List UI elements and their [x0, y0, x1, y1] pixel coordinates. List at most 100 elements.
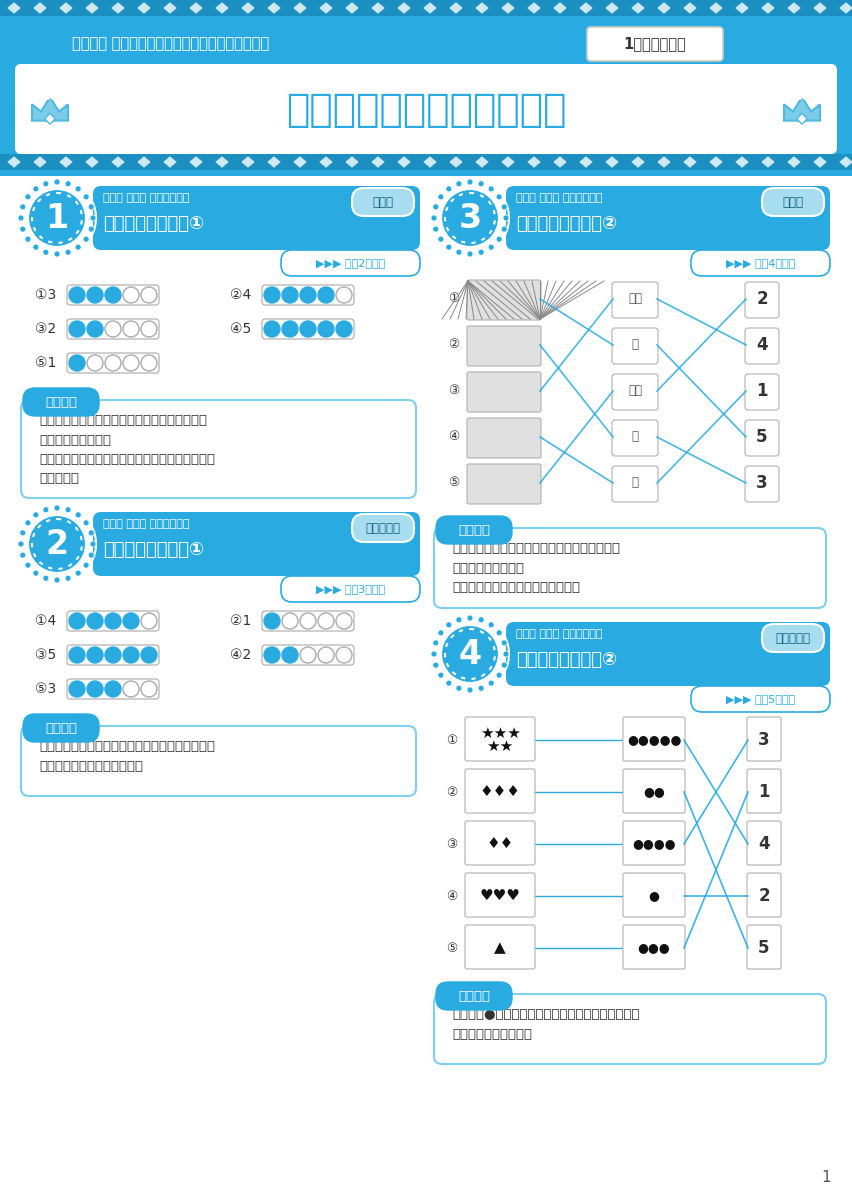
- FancyBboxPatch shape: [465, 769, 535, 814]
- FancyBboxPatch shape: [612, 466, 658, 502]
- FancyBboxPatch shape: [281, 576, 420, 602]
- Polygon shape: [7, 156, 21, 168]
- Polygon shape: [423, 2, 437, 14]
- Circle shape: [83, 194, 89, 200]
- Circle shape: [467, 614, 473, 622]
- Text: 小学算数 数・量・図形問題の正しい解き方ドリル: 小学算数 数・量・図形問題の正しい解き方ドリル: [72, 36, 269, 52]
- Text: ①4: ①4: [35, 614, 56, 628]
- FancyBboxPatch shape: [747, 874, 781, 917]
- Text: 4: 4: [757, 336, 768, 354]
- Circle shape: [83, 520, 89, 526]
- Circle shape: [54, 251, 60, 257]
- Text: ④: ④: [446, 889, 458, 902]
- FancyBboxPatch shape: [352, 514, 414, 542]
- Circle shape: [433, 640, 439, 646]
- Circle shape: [336, 613, 352, 629]
- Polygon shape: [709, 156, 723, 168]
- Text: に: に: [631, 431, 638, 444]
- Circle shape: [438, 672, 444, 678]
- Text: ポイント: ポイント: [45, 396, 77, 408]
- Circle shape: [264, 320, 280, 337]
- Circle shape: [433, 662, 439, 668]
- Circle shape: [503, 650, 509, 658]
- Circle shape: [89, 552, 95, 558]
- Text: ②: ②: [446, 786, 458, 798]
- Circle shape: [54, 505, 60, 511]
- Circle shape: [318, 647, 334, 662]
- Circle shape: [501, 204, 507, 210]
- Text: ●●: ●●: [643, 786, 665, 798]
- FancyBboxPatch shape: [747, 769, 781, 814]
- Polygon shape: [475, 156, 489, 168]
- Text: ５までの　かず　②: ５までの かず ②: [516, 650, 617, 670]
- Polygon shape: [33, 156, 47, 168]
- Text: ポイント: ポイント: [45, 721, 77, 734]
- Circle shape: [438, 236, 444, 242]
- Circle shape: [75, 244, 81, 250]
- Circle shape: [123, 680, 139, 697]
- FancyBboxPatch shape: [21, 400, 416, 498]
- Circle shape: [123, 287, 139, 302]
- FancyBboxPatch shape: [465, 925, 535, 970]
- Text: ●●●●: ●●●●: [632, 838, 676, 851]
- Circle shape: [488, 244, 494, 250]
- FancyBboxPatch shape: [467, 280, 541, 320]
- FancyBboxPatch shape: [612, 420, 658, 456]
- Circle shape: [456, 250, 462, 256]
- Circle shape: [446, 244, 452, 250]
- Text: 1: 1: [821, 1170, 831, 1186]
- Text: 2: 2: [45, 528, 68, 560]
- FancyBboxPatch shape: [745, 282, 779, 318]
- Polygon shape: [579, 2, 593, 14]
- Circle shape: [25, 194, 31, 200]
- Circle shape: [467, 686, 473, 692]
- Circle shape: [105, 647, 121, 662]
- Circle shape: [25, 520, 31, 526]
- Bar: [0, 0, 852, 16]
- Circle shape: [318, 287, 334, 302]
- Polygon shape: [44, 114, 55, 124]
- Text: 絵の数，●の数を，それぞれ数字で書かせてから，
線で結ばせましょう。: 絵の数，●の数を，それぞれ数字で書かせてから， 線で結ばせましょう。: [452, 1008, 640, 1040]
- Polygon shape: [215, 2, 229, 14]
- FancyBboxPatch shape: [623, 769, 685, 814]
- Circle shape: [496, 630, 502, 636]
- Polygon shape: [605, 2, 619, 14]
- Polygon shape: [137, 156, 151, 168]
- FancyBboxPatch shape: [467, 464, 541, 504]
- Polygon shape: [267, 2, 281, 14]
- Text: ●●●●●: ●●●●●: [627, 733, 682, 746]
- Circle shape: [318, 320, 334, 337]
- FancyBboxPatch shape: [747, 821, 781, 865]
- Polygon shape: [761, 156, 775, 168]
- Circle shape: [20, 204, 26, 210]
- Circle shape: [75, 570, 81, 576]
- Circle shape: [89, 226, 95, 232]
- Circle shape: [456, 617, 462, 623]
- Polygon shape: [345, 2, 359, 14]
- FancyBboxPatch shape: [465, 716, 535, 761]
- Circle shape: [69, 287, 85, 302]
- Text: ②4: ②4: [230, 288, 251, 302]
- FancyBboxPatch shape: [762, 188, 824, 216]
- Circle shape: [282, 320, 298, 337]
- FancyBboxPatch shape: [762, 624, 824, 652]
- Text: 1: 1: [757, 382, 768, 400]
- Circle shape: [87, 613, 103, 629]
- Polygon shape: [683, 2, 697, 14]
- Text: かすの いみと あらわしかた: かすの いみと あらわしかた: [516, 629, 602, 638]
- FancyBboxPatch shape: [21, 726, 416, 796]
- Text: ポイント: ポイント: [458, 990, 490, 1002]
- Polygon shape: [797, 114, 808, 124]
- FancyBboxPatch shape: [623, 874, 685, 917]
- Text: かすの いみと あらわしかた: かすの いみと あらわしかた: [103, 518, 189, 529]
- Text: 3: 3: [757, 474, 768, 492]
- Text: ⑤: ⑤: [446, 942, 458, 954]
- Circle shape: [433, 204, 439, 210]
- FancyBboxPatch shape: [745, 328, 779, 364]
- Circle shape: [105, 613, 121, 629]
- Text: ★★★
★★: ★★★ ★★: [480, 726, 521, 755]
- Circle shape: [440, 188, 500, 248]
- Circle shape: [318, 613, 334, 629]
- Circle shape: [43, 181, 49, 187]
- Text: ⑤: ⑤: [448, 476, 459, 490]
